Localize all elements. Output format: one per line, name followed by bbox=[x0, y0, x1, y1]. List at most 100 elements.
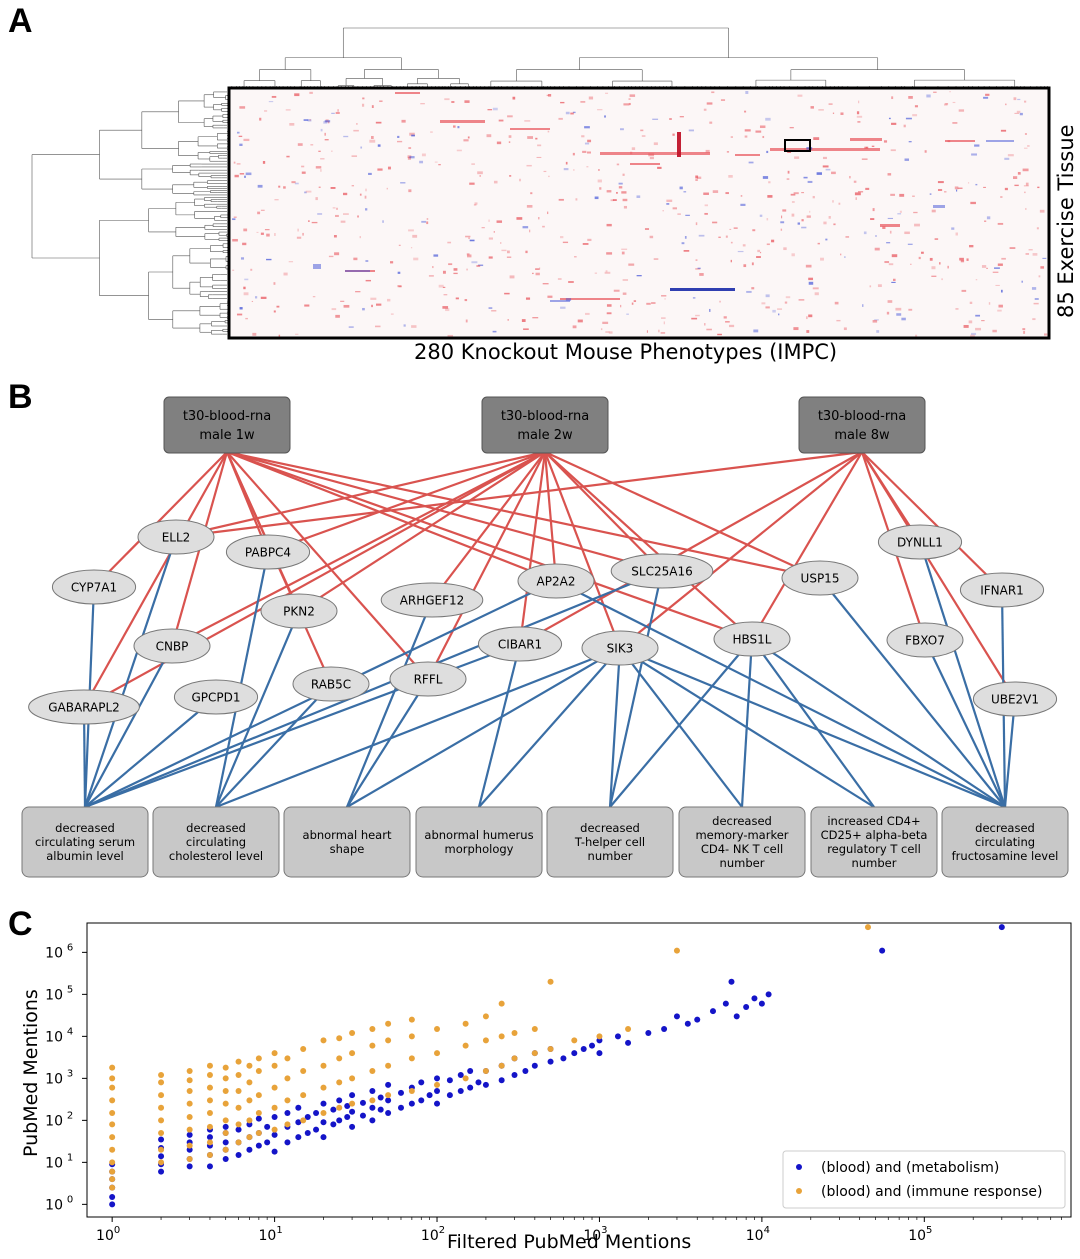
heatmap-cell bbox=[430, 131, 433, 133]
heatmap-cell bbox=[297, 228, 299, 232]
up-edge bbox=[861, 451, 1016, 700]
heatmap-cell bbox=[882, 226, 886, 229]
heatmap-cell bbox=[730, 259, 732, 263]
heatmap-cell bbox=[303, 119, 309, 121]
heatmap-cell bbox=[782, 209, 787, 212]
heatmap-cell bbox=[456, 149, 462, 152]
down-edge bbox=[214, 551, 270, 808]
point-metabolism bbox=[158, 1136, 165, 1143]
point-immune bbox=[246, 1117, 253, 1124]
heatmap-cell bbox=[355, 291, 361, 293]
point-metabolism bbox=[235, 1126, 242, 1133]
heatmap-cell bbox=[342, 213, 349, 215]
heatmap-cell bbox=[421, 153, 426, 157]
phenotype-node-label: number bbox=[588, 849, 633, 863]
heatmap-cell bbox=[653, 258, 659, 260]
point-metabolism bbox=[369, 1117, 376, 1124]
gene-node bbox=[477, 626, 563, 662]
gene-node bbox=[173, 679, 259, 715]
heatmap-cell bbox=[500, 242, 502, 244]
heatmap-cell bbox=[967, 182, 970, 184]
heatmap-cell bbox=[975, 183, 978, 186]
heatmap-cell bbox=[506, 250, 510, 254]
gene-node-label: ARHGEF12 bbox=[400, 594, 465, 608]
heatmap-cell bbox=[904, 231, 910, 235]
heatmap-cell bbox=[488, 307, 493, 309]
point-immune bbox=[369, 1097, 376, 1104]
heatmap-cell bbox=[313, 264, 321, 269]
heatmap-cell bbox=[843, 327, 847, 331]
point-metabolism bbox=[446, 1077, 453, 1084]
heatmap-cell bbox=[908, 141, 912, 143]
phenotype-node-label: morphology bbox=[445, 842, 514, 856]
heatmap-cell bbox=[975, 327, 982, 331]
point-metabolism bbox=[385, 1109, 392, 1116]
heatmap-cell bbox=[602, 321, 609, 325]
heatmap-cell bbox=[679, 186, 683, 190]
point-metabolism bbox=[313, 1126, 320, 1133]
heatmap-cell bbox=[312, 296, 316, 298]
heatmap-cell bbox=[997, 263, 1003, 266]
heatmap-cell bbox=[626, 313, 629, 315]
heatmap-cell bbox=[913, 211, 918, 214]
heatmap-cell bbox=[260, 209, 265, 211]
heatmap-cell bbox=[1005, 103, 1007, 106]
point-metabolism bbox=[222, 1139, 229, 1146]
point-immune bbox=[482, 1067, 489, 1074]
phenotype-node-label: T-helper cell bbox=[574, 835, 645, 849]
heatmap-cell bbox=[395, 92, 420, 94]
heatmap-cell bbox=[822, 165, 829, 168]
heatmap-cell bbox=[273, 310, 276, 313]
heatmap-cell bbox=[438, 163, 441, 166]
heatmap-cell bbox=[661, 317, 666, 319]
heatmap-cell bbox=[560, 101, 565, 104]
point-immune bbox=[109, 1109, 116, 1116]
heatmap-cell bbox=[537, 144, 542, 147]
point-metabolism bbox=[560, 1055, 567, 1062]
heatmap-cell bbox=[814, 292, 819, 296]
heatmap-cell bbox=[685, 214, 690, 216]
heatmap-cell bbox=[335, 111, 340, 114]
up-edge bbox=[83, 451, 228, 708]
heatmap-cell bbox=[762, 135, 765, 139]
heatmap-cell bbox=[939, 262, 941, 265]
heatmap-cell bbox=[340, 300, 345, 302]
heatmap-cell bbox=[817, 242, 820, 245]
up-edge bbox=[93, 451, 228, 588]
heatmap-cell bbox=[536, 156, 542, 159]
heatmap-cell bbox=[870, 218, 875, 221]
gene-node bbox=[380, 582, 484, 618]
heatmap-cell bbox=[697, 267, 701, 269]
heatmap-cell bbox=[408, 147, 412, 149]
down-edges bbox=[82, 536, 1017, 809]
heatmap-cell bbox=[606, 190, 612, 193]
up-edge bbox=[544, 451, 753, 640]
heatmap-cell bbox=[585, 312, 590, 315]
heatmap-cell bbox=[891, 96, 894, 100]
point-metabolism bbox=[255, 1142, 262, 1149]
heatmap-cell bbox=[572, 325, 577, 329]
heatmap-cell bbox=[869, 285, 872, 288]
point-metabolism bbox=[482, 1081, 489, 1088]
heatmap-cell bbox=[621, 248, 628, 251]
point-immune bbox=[186, 1114, 193, 1121]
scatter-y-label: PubMed Mentions bbox=[20, 989, 42, 1157]
heatmap-cell bbox=[330, 187, 336, 189]
heatmap-cell bbox=[620, 128, 624, 131]
point-immune bbox=[186, 1142, 193, 1149]
heatmap-cell bbox=[806, 215, 811, 218]
heatmap-cell bbox=[467, 136, 470, 139]
point-immune bbox=[596, 1033, 603, 1040]
heatmap-cell bbox=[725, 192, 729, 195]
heatmap-cell bbox=[695, 175, 699, 179]
heatmap-cell bbox=[547, 130, 550, 133]
heatmap-cell bbox=[1004, 187, 1008, 191]
down-edge bbox=[83, 536, 178, 808]
heatmap-cell bbox=[622, 173, 625, 176]
point-immune bbox=[235, 1088, 242, 1094]
heatmap-cell bbox=[683, 191, 687, 193]
gene-node-label: CIBAR1 bbox=[498, 638, 542, 652]
heatmap-cell bbox=[703, 192, 709, 195]
point-metabolism bbox=[336, 1117, 343, 1124]
heatmap-cell bbox=[886, 242, 891, 244]
